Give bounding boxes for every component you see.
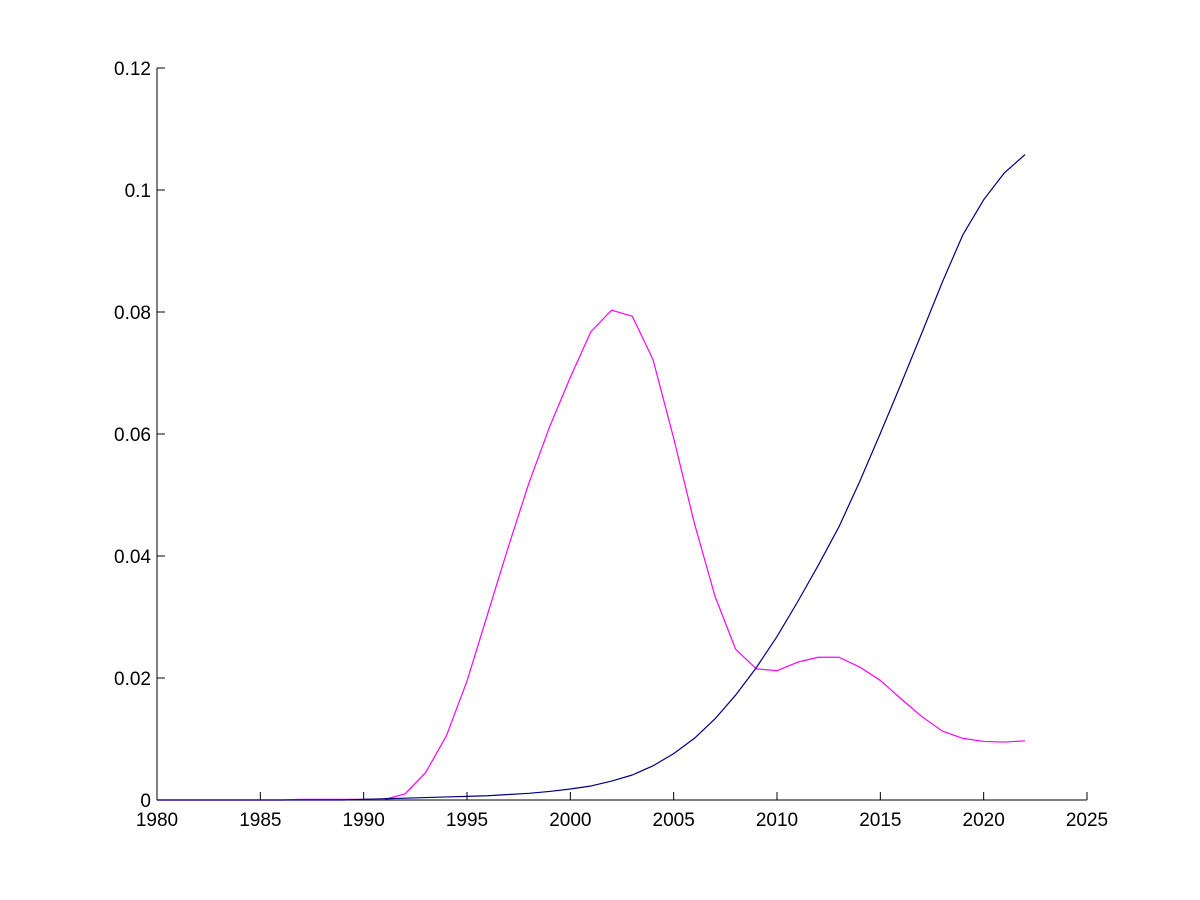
y-tick-label: 0.06 [114,425,151,446]
x-tick-label: 2025 [1066,810,1108,831]
x-tick-label: 2015 [859,810,901,831]
x-tick-label: 2020 [963,810,1005,831]
series-line-1 [157,309,1026,801]
axes: 1980 1985 1990 1995 2000 2005 2010 2015 2020 2025… [114,59,1108,831]
x-tick-label: 1990 [343,810,385,831]
y-tick-label: 0.02 [114,669,151,690]
y-tick-label: 0.08 [114,303,151,324]
y-tick-label: 0 [140,791,151,812]
x-tick-label: 1985 [239,810,281,831]
y-tick-label: 0.1 [125,181,151,202]
x-tick-label: 2010 [756,810,798,831]
x-tick-label: 2000 [549,810,591,831]
x-tick-label: 1995 [446,810,488,831]
series-line-2 [157,154,1026,801]
x-tick-label: 1980 [136,810,178,831]
y-tick-label: 0.12 [114,59,151,80]
x-tick-label: 2005 [653,810,695,831]
y-tick-label: 0.04 [114,547,151,568]
series-layer [157,154,1026,801]
